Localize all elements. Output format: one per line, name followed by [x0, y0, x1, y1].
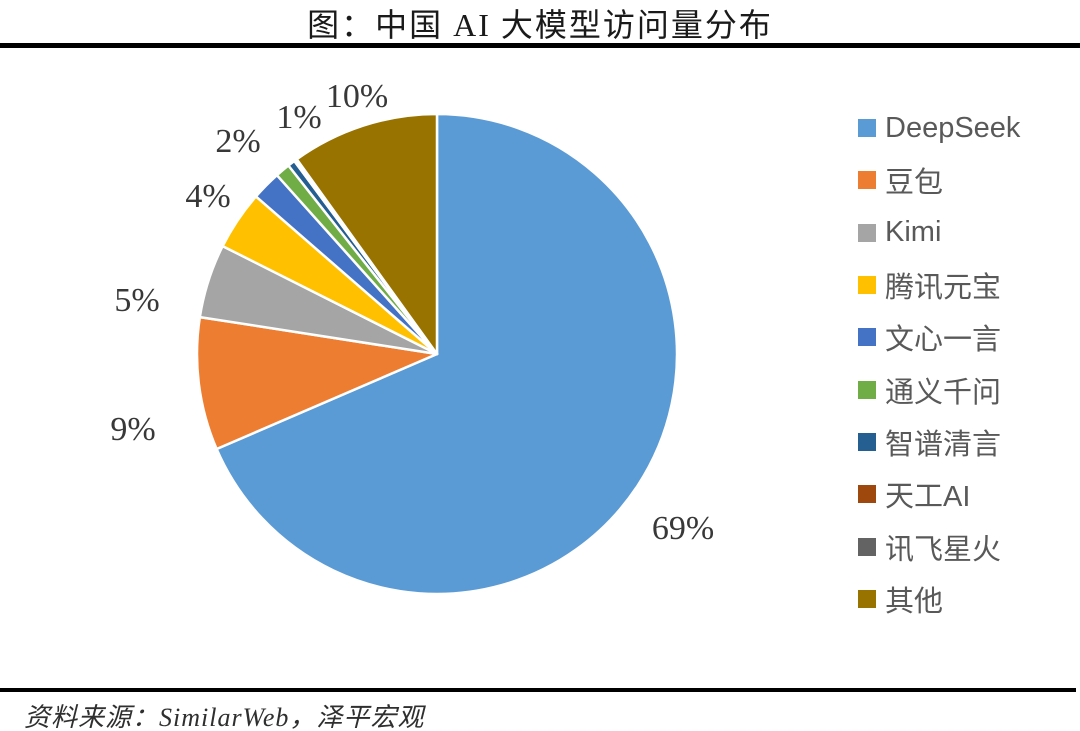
legend-item-腾讯元宝: 腾讯元宝: [858, 259, 1020, 311]
legend-label: 通义千问: [885, 376, 1002, 409]
legend-item-DeepSeek: DeepSeek: [858, 102, 1020, 154]
legend-swatch-icon: [858, 485, 876, 504]
legend-swatch-icon: [858, 589, 876, 608]
legend-item-通义千问: 通义千问: [858, 363, 1020, 415]
data-label-豆包: 9%: [110, 411, 155, 448]
legend-label: 腾讯元宝: [885, 272, 1002, 305]
pie-slice-豆包: [195, 315, 439, 451]
pie-slice-DeepSeek: [215, 112, 679, 596]
legend-item-文心一言: 文心一言: [858, 311, 1020, 363]
top-divider-line: [0, 43, 1080, 48]
legend-item-天工AI: 天工AI: [858, 468, 1020, 520]
legend-swatch-icon: [858, 171, 876, 190]
bottom-divider-line: [0, 688, 1076, 692]
legend-label: 其他: [885, 585, 944, 618]
legend-item-Kimi: Kimi: [858, 207, 1020, 259]
legend-label: 文心一言: [885, 324, 1002, 357]
legend-label: 讯飞星火: [885, 533, 1002, 566]
chart-title: 图：中国 AI 大模型访问量分布: [307, 7, 773, 43]
data-label-通义千问: 1%: [276, 99, 321, 136]
data-label-Kimi: 5%: [114, 282, 159, 319]
source-note: 资料来源：SimilarWeb，泽平宏观: [24, 703, 425, 731]
data-label-腾讯元宝: 4%: [185, 178, 230, 215]
legend-swatch-icon: [858, 328, 876, 347]
legend-label: 智谱清言: [885, 428, 1002, 461]
data-label-DeepSeek: 69%: [652, 510, 714, 547]
legend-item-智谱清言: 智谱清言: [858, 416, 1020, 468]
pie-slice-其他: [295, 112, 439, 356]
legend: DeepSeek 豆包 Kimi 腾讯元宝文心一言通义千问智谱清言天工AI 讯飞星火其他: [858, 102, 1020, 625]
legend-swatch-icon: [858, 380, 876, 399]
legend-swatch-icon: [858, 537, 876, 556]
legend-item-豆包: 豆包: [858, 154, 1020, 206]
data-label-其他: 10%: [326, 78, 388, 115]
legend-swatch-icon: [858, 432, 876, 451]
legend-label: 豆包: [885, 167, 944, 200]
legend-swatch-icon: [858, 276, 876, 295]
legend-label: DeepSeek: [885, 111, 1021, 144]
legend-label: 天工AI: [885, 481, 971, 514]
data-label-文心一言: 2%: [215, 123, 260, 160]
legend-swatch-icon: [858, 119, 876, 138]
legend-swatch-icon: [858, 223, 876, 242]
legend-label: Kimi: [885, 216, 942, 249]
legend-item-讯飞星火: 讯飞星火: [858, 520, 1020, 572]
legend-item-其他: 其他: [858, 573, 1020, 625]
